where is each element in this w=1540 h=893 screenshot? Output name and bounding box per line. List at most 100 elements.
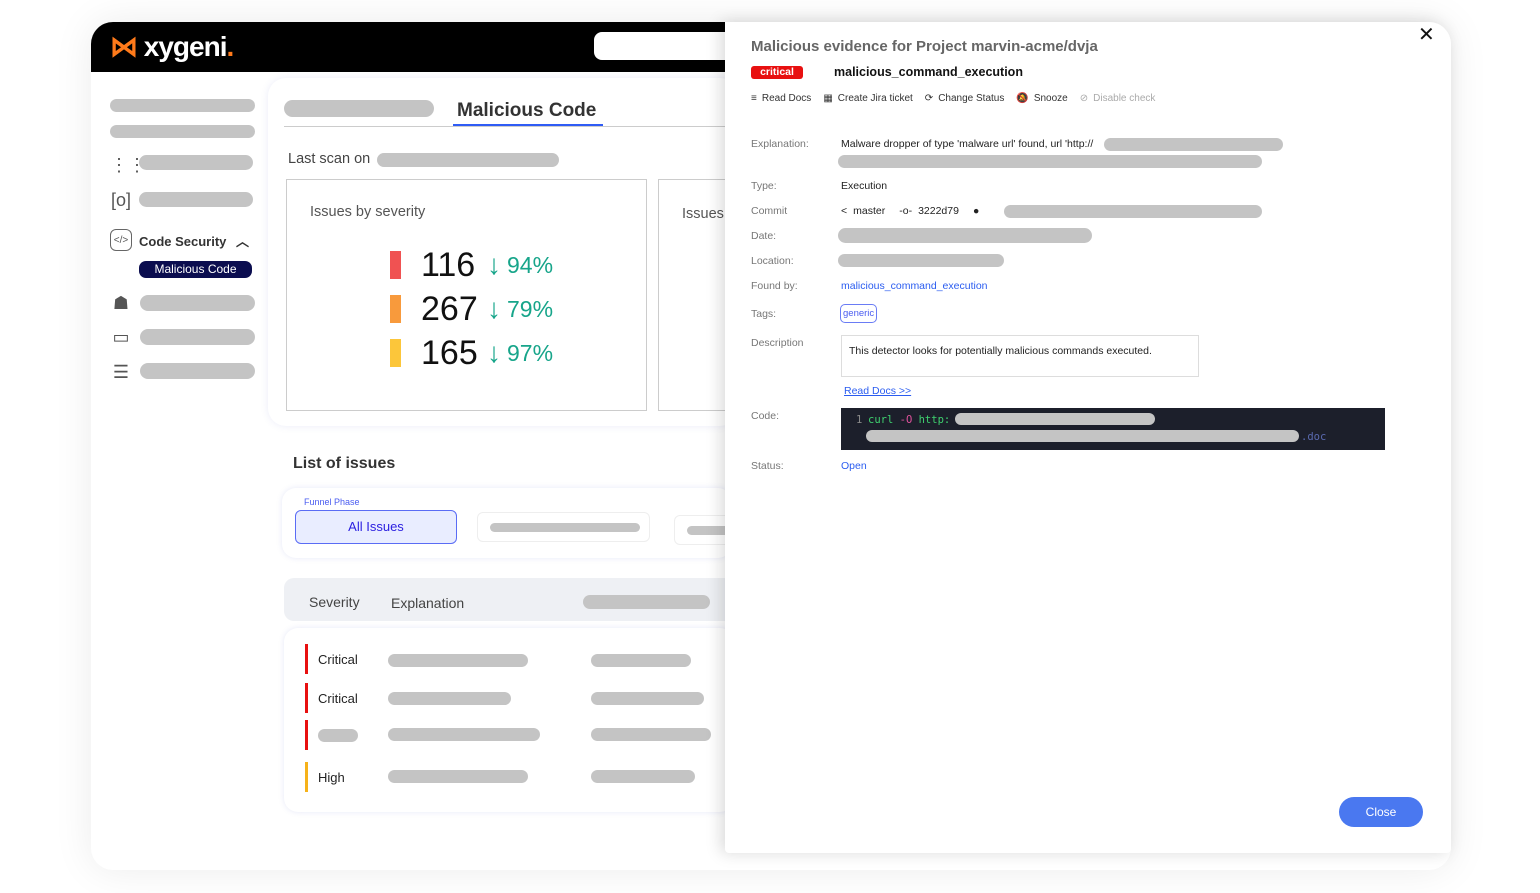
redacted (1104, 138, 1283, 151)
sidebar-item-malicious-code[interactable]: Malicious Code (139, 261, 252, 278)
ticket-icon: ▦ (823, 93, 833, 104)
code-label: Code: (751, 410, 780, 422)
last-scan-label: Last scan on (288, 151, 371, 167)
explanation-cell (388, 770, 528, 783)
change-status-button[interactable]: ⟳ Change Status (924, 93, 1005, 104)
header-column[interactable] (583, 595, 710, 609)
tab-malicious-code[interactable]: Malicious Code (457, 100, 597, 121)
tab-underline (453, 124, 603, 127)
severity-row-high: 267 ↓ 79% (390, 289, 553, 329)
last-scan-date (377, 153, 559, 167)
close-icon[interactable]: ✕ (1418, 24, 1435, 46)
found-by-link[interactable]: malicious_command_execution (841, 280, 988, 292)
severity-cell: Critical (318, 690, 358, 706)
status-label: Status: (751, 460, 784, 472)
status-value[interactable]: Open (841, 460, 867, 472)
redacted (866, 430, 1299, 442)
close-button[interactable]: Close (1339, 797, 1423, 827)
redacted (1004, 205, 1262, 218)
read-docs-link[interactable]: Read Docs >> (844, 385, 912, 397)
sidebar-item[interactable] (140, 363, 255, 379)
detector-name: malicious_command_execution (834, 65, 1023, 79)
pipeline-icon: ⋮⋮ (110, 155, 146, 175)
severity-row-medium: 165 ↓ 97% (390, 333, 553, 373)
search-input[interactable] (594, 32, 734, 60)
redacted (955, 413, 1155, 425)
funnel-option[interactable] (477, 512, 650, 542)
tab-other[interactable] (284, 100, 434, 117)
severity-cell: High (318, 769, 345, 785)
chevron-up-icon: ︿ (236, 234, 250, 249)
snooze-button[interactable]: 🔕 Snooze (1016, 93, 1068, 104)
change: 97% (507, 339, 554, 366)
date-label: Date: (751, 230, 777, 242)
explanation-cell (388, 692, 511, 705)
redacted (838, 254, 1004, 267)
severity-card (286, 179, 647, 411)
refresh-icon: ⟳ (924, 93, 934, 104)
settings-sliders-icon: ☰ (112, 362, 130, 382)
tag-chip[interactable]: generic (840, 304, 878, 323)
count: 165 (421, 333, 478, 372)
user-icon: ● (972, 205, 980, 217)
severity-row-critical: 116 ↓ 94% (390, 245, 553, 285)
header-severity[interactable]: Severity (309, 594, 360, 610)
table-row[interactable] (305, 720, 358, 750)
count: 116 (421, 245, 476, 284)
explanation-value: Malware dropper of type 'malware url' fo… (841, 138, 1094, 150)
table-row[interactable]: High (305, 762, 345, 792)
devices-icon: ▭ (112, 327, 130, 347)
sidebar-item[interactable] (110, 99, 255, 112)
sidebar-item[interactable] (140, 329, 255, 345)
commit-value: < master -o- 3222d79 ● (841, 205, 980, 217)
branch-icon: < (841, 205, 848, 217)
create-jira-button[interactable]: ▦ Create Jira ticket (823, 93, 913, 104)
severity-cell: Critical (318, 651, 358, 667)
change: 94% (507, 251, 554, 278)
hacker-icon: ☗ (112, 293, 130, 313)
cell (591, 692, 704, 705)
location-label: Location: (751, 255, 794, 267)
xygeni-logo: ⋈ xygeni. (110, 31, 234, 62)
sidebar-item[interactable] (140, 295, 255, 311)
explanation-cell (388, 728, 540, 741)
table-row[interactable]: Critical (305, 644, 358, 674)
header-explanation[interactable]: Explanation (391, 595, 465, 611)
severity-badge: critical (751, 66, 803, 79)
arrow-down-icon: ↓ (487, 337, 501, 368)
sidebar-item[interactable] (139, 192, 253, 207)
redacted (838, 155, 1262, 168)
tab-divider (284, 126, 730, 127)
list-icon: ≡ (751, 93, 757, 104)
severity-card-title: Issues by severity (310, 204, 426, 220)
disable-icon: ⊘ (1079, 93, 1089, 104)
scan-icon: [o] (110, 190, 131, 210)
explanation-label: Explanation: (751, 138, 809, 150)
read-docs-button[interactable]: ≡ Read Docs (751, 93, 812, 104)
modal-title: Malicious evidence for Project marvin-ac… (751, 38, 1098, 55)
all-issues-button[interactable]: All Issues (295, 510, 457, 544)
commit-icon: -o- (899, 205, 913, 217)
code-block: 1 curl -O http: .doc (841, 408, 1385, 450)
second-card-title: Issues (682, 206, 724, 222)
bell-off-icon: 🔕 (1016, 93, 1029, 104)
explanation-cell (388, 654, 528, 667)
disable-check-button[interactable]: ⊘ Disable check (1079, 93, 1156, 104)
found-by-label: Found by: (751, 280, 798, 292)
description-box: This detector looks for potentially mali… (841, 335, 1199, 377)
table-row[interactable]: Critical (305, 683, 358, 713)
logo-mark-icon: ⋈ (110, 31, 138, 62)
description-label: Description (751, 337, 804, 349)
cell (591, 728, 711, 741)
sidebar-item[interactable] (139, 155, 253, 170)
commit-label: Commit (751, 205, 788, 217)
arrow-down-icon: ↓ (487, 249, 501, 280)
arrow-down-icon: ↓ (487, 293, 501, 324)
change: 79% (507, 295, 554, 322)
type-value: Execution (841, 180, 888, 192)
sidebar-item[interactable] (110, 125, 255, 138)
cell (591, 654, 691, 667)
action-bar: ≡ Read Docs ▦ Create Jira ticket ⟳ Change S… (751, 93, 1167, 104)
severity-cell (318, 728, 358, 742)
sidebar-item-code-security[interactable]: Code Security ︿ (139, 234, 250, 249)
